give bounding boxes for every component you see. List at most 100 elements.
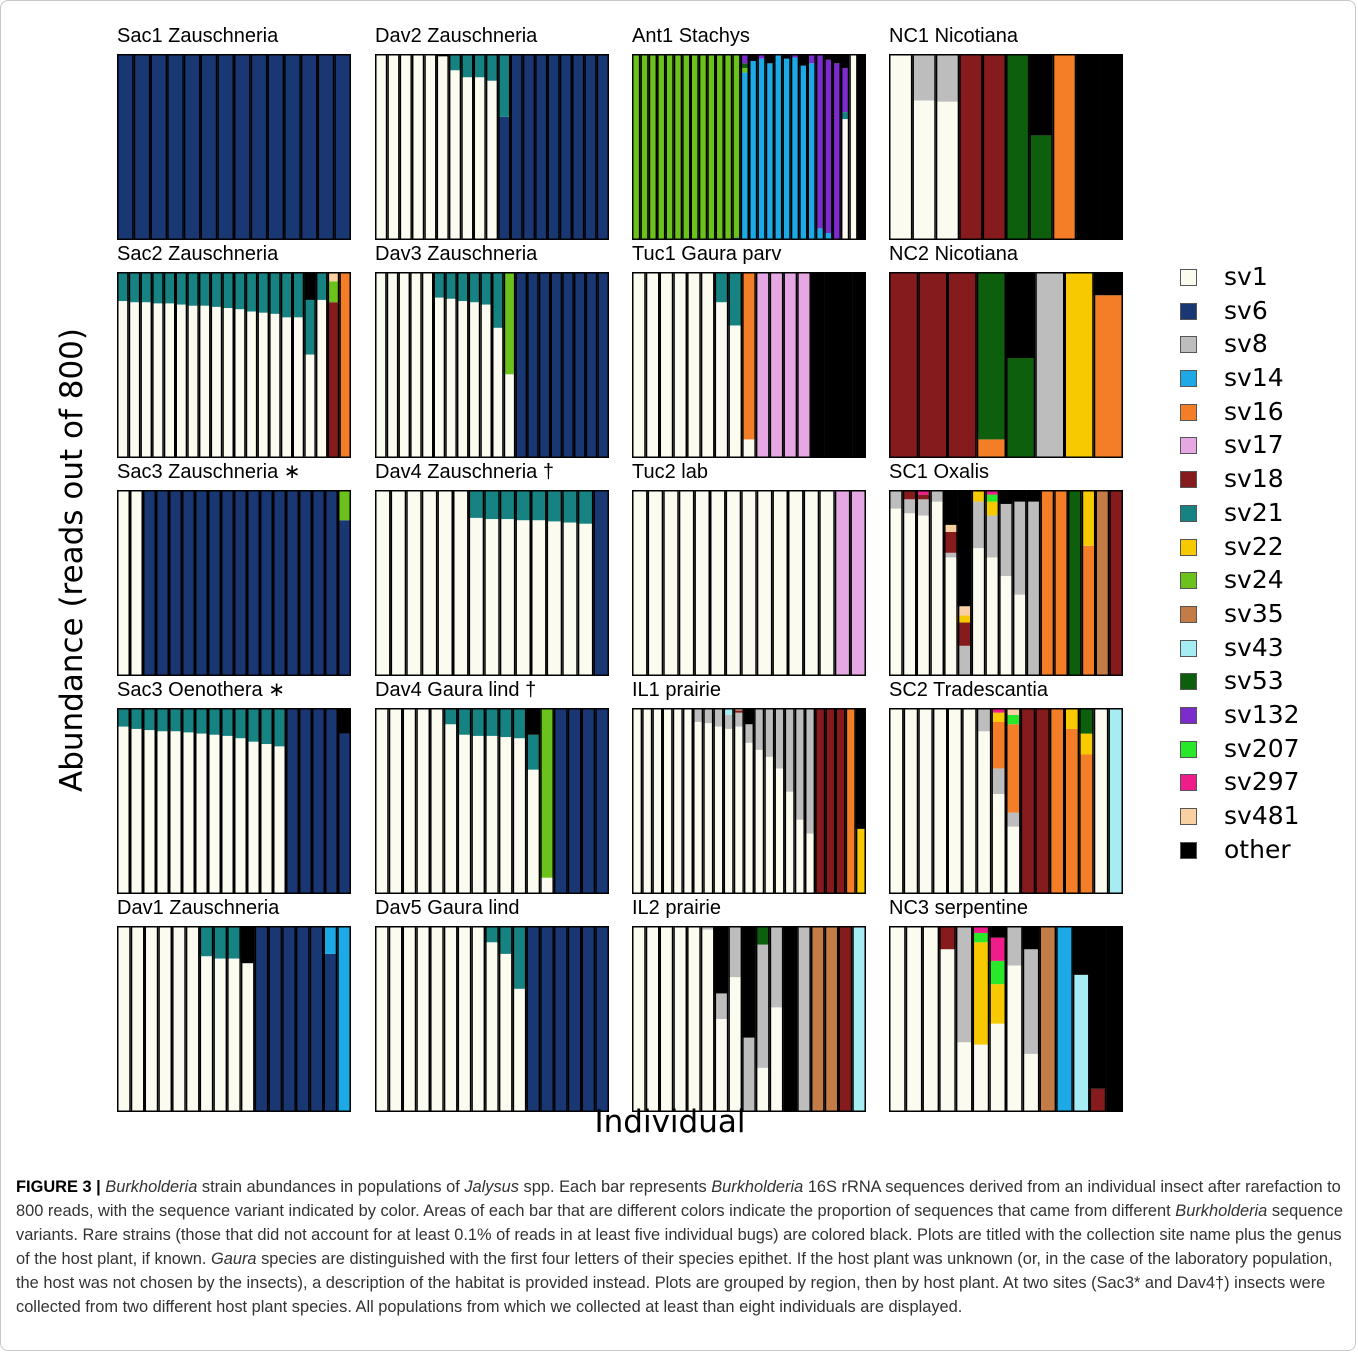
panel-title: NC2 Nicotiana	[889, 243, 1018, 265]
bar-segment-sv21	[714, 272, 729, 303]
bar-segment-sv1	[260, 744, 273, 894]
bar-segment-sv16	[1054, 490, 1068, 676]
bar-segment-other	[1099, 54, 1123, 240]
bar-segment-sv1	[710, 490, 726, 676]
panel-title: Sac3 Oenothera ∗	[117, 679, 285, 701]
bar-segment-sv1	[210, 306, 223, 459]
bar-segment-sv6	[527, 272, 539, 458]
bar-segment-sv132	[790, 54, 800, 58]
bar-segment-sv1	[257, 312, 270, 458]
bar-segment-sv1	[130, 926, 145, 1112]
bar-segment-sv1	[411, 54, 425, 240]
plot-border	[375, 926, 609, 1112]
chart-panel: Dav5 Gaura lind	[375, 896, 610, 1112]
bar-segment-sv24	[690, 54, 699, 240]
bar-segment-sv21	[484, 490, 500, 520]
bar-segment-sv8	[935, 54, 960, 102]
bar-segment-sv1	[387, 54, 400, 240]
bar-segment-sv21	[468, 490, 485, 518]
stacked-bar-plot	[889, 54, 1124, 241]
bar-segment-sv6	[510, 54, 523, 240]
bar-segment-sv132	[824, 59, 833, 234]
bar-segment-sv1	[743, 742, 755, 895]
bar-segment-sv6	[325, 708, 338, 894]
legend-label: sv8	[1224, 329, 1268, 359]
legend-label: sv14	[1224, 363, 1284, 393]
bar-segment-sv6	[282, 926, 296, 1112]
stacked-bar-plot	[632, 490, 866, 676]
bar-segment-sv1	[903, 708, 919, 894]
figure-caption: FIGURE 3 | Burkholderia strain abundance…	[16, 1178, 1343, 1316]
bar-segment-other	[799, 54, 808, 66]
bar-segment-sv21	[443, 708, 458, 725]
bar-segment-sv53	[1006, 358, 1036, 458]
bar-segment-sv21	[512, 926, 527, 989]
bar-segment-sv8	[700, 926, 715, 930]
bar-segment-sv6	[553, 708, 568, 894]
panel-title: SC2 Tradescantia	[889, 679, 1048, 701]
bar-segment-sv1	[152, 303, 164, 458]
legend-swatch	[1180, 370, 1197, 388]
panel-title: NC1 Nicotiana	[889, 25, 1018, 47]
bar-segment-sv6	[295, 926, 310, 1112]
bar-segment-sv18	[825, 708, 836, 894]
plot-border	[375, 490, 609, 676]
bar-segment-sv1	[840, 119, 850, 240]
legend-swatch	[1180, 808, 1197, 825]
bar-segment-other	[526, 708, 541, 735]
bar-segment-sv6	[286, 490, 299, 676]
bar-segment-sv1	[728, 325, 743, 458]
bar-segment-sv6	[550, 272, 563, 458]
legend-swatch	[1180, 841, 1197, 859]
bar-segment-sv1	[448, 70, 462, 240]
bar-segment-sv1	[117, 726, 130, 894]
stacked-bar-plot	[632, 272, 867, 458]
bar-segment-sv6	[553, 926, 568, 1112]
bar-segment-sv1	[375, 490, 391, 676]
bar-segment-other	[783, 926, 798, 1112]
bar-segment-sv1	[402, 926, 417, 1112]
panel-title: IL2 prairie	[632, 897, 721, 919]
bar-segment-sv297	[991, 708, 1007, 713]
bar-segment-sv1	[672, 708, 683, 894]
bar-segment-sv1	[687, 927, 701, 1112]
bar-segment-sv21	[140, 272, 153, 303]
bar-segment-sv35	[810, 926, 825, 1112]
bar-segment-sv1	[399, 54, 412, 240]
bar-segment-sv1	[849, 54, 858, 240]
bar-segment-sv1	[976, 731, 992, 894]
bar-segment-sv1	[723, 728, 734, 894]
bar-segment-sv1	[492, 327, 504, 458]
bar-segment-sv21	[485, 54, 499, 81]
bar-segment-sv6	[260, 490, 273, 676]
bar-segment-sv17	[755, 272, 770, 458]
bar-segment-sv1	[172, 926, 186, 1112]
panel-title: Dav4 Zauschneria †	[375, 461, 554, 483]
bar-segment-sv1	[424, 54, 437, 240]
bar-segment-sv21	[445, 272, 457, 299]
bar-segment-other	[944, 490, 958, 525]
bar-segment-sv18	[918, 272, 948, 458]
legend-item-sv35: sv35	[1180, 599, 1340, 633]
bar-segment-sv1	[169, 731, 182, 894]
bar-segment-sv1	[1006, 965, 1023, 1112]
bar-segment-sv21	[499, 490, 516, 520]
bar-segment-sv18	[835, 708, 846, 894]
stacked-bar-plot	[889, 708, 1124, 894]
bar-segment-other	[749, 54, 758, 61]
bar-segment-sv481	[1006, 708, 1021, 715]
bar-segment-sv6	[234, 54, 251, 240]
plot-border	[889, 490, 1123, 676]
bar-segment-sv14	[757, 58, 766, 241]
bar-segment-sv8	[985, 515, 1000, 558]
legend-swatch	[1180, 605, 1197, 623]
bar-segment-sv22	[989, 984, 1006, 1024]
bar-segment-sv1	[889, 54, 913, 240]
bar-segment-sv24	[665, 54, 674, 240]
plot-border	[117, 272, 351, 458]
bar-segment-sv24	[723, 54, 733, 240]
bar-segment-sv1	[512, 988, 527, 1112]
stacked-bar-plot	[889, 926, 1123, 1113]
bar-segment-sv1	[156, 731, 169, 894]
bar-segment-sv1	[453, 490, 469, 676]
